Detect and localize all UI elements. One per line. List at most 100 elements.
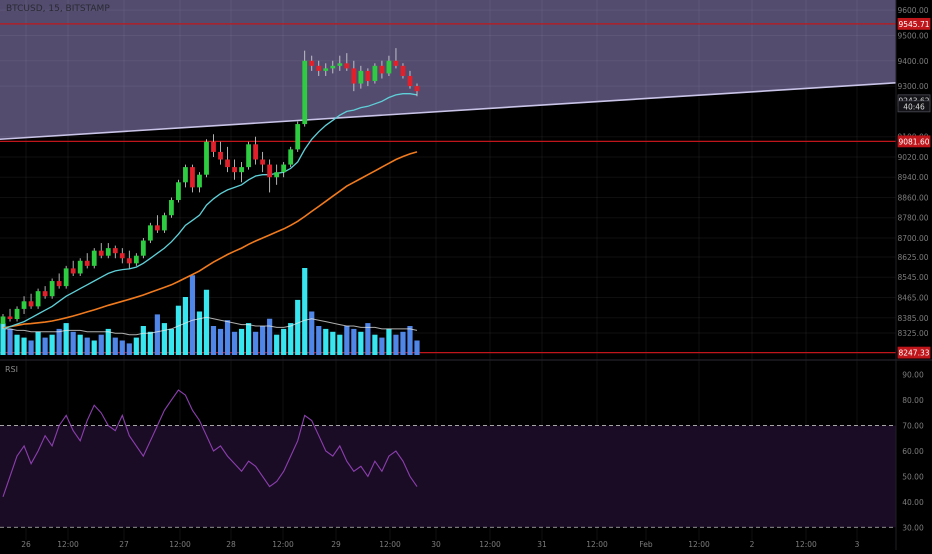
candle-body (119, 253, 125, 259)
price-tick-label: 8700.00 (897, 234, 928, 243)
time-tick-label: 12:00 (379, 540, 401, 549)
price-axis[interactable]: 9600.009500.009400.009300.009100.009020.… (895, 0, 931, 550)
rsi-tick-label: 40.00 (902, 498, 924, 507)
price-label-box[interactable] (897, 346, 931, 359)
price-label-resistance_top: 9545.71 (898, 20, 929, 29)
volume-bar (386, 328, 392, 355)
candle-body (28, 301, 34, 307)
candle-body (351, 68, 357, 84)
candle-body (316, 65, 322, 71)
volume-bar (91, 340, 97, 355)
symbol-header: BTCUSD, 15, BITSTAMP (6, 4, 110, 14)
volume-bar (126, 343, 132, 355)
price-label-support_low: 8247.33 (898, 349, 929, 358)
volume-bar (379, 337, 385, 355)
candle-body (70, 268, 76, 274)
candle-body (77, 260, 83, 274)
price-tick-label: 8625.00 (897, 253, 928, 262)
volume-bar (196, 311, 203, 355)
rsi-tick-label: 70.00 (902, 422, 924, 431)
time-tick-label: 12:00 (479, 540, 501, 549)
trendline[interactable] (0, 81, 897, 141)
rsi-tick-label: 60.00 (902, 447, 924, 456)
candle-body (169, 200, 174, 216)
time-tick-label: 12:00 (57, 540, 79, 549)
candle-body (105, 248, 111, 256)
price-label-box[interactable] (897, 100, 931, 113)
volume-bar (267, 318, 273, 355)
time-tick-label: 29 (331, 540, 341, 549)
volume-bar (7, 328, 13, 355)
resistance-zone (0, 0, 896, 140)
candle-body (154, 225, 160, 231)
candle-body (0, 316, 6, 325)
time-tick-label: 12:00 (688, 540, 710, 549)
volume-bar (35, 331, 41, 355)
volume-bar (70, 331, 76, 355)
candle-body (21, 301, 27, 309)
candle-body (63, 268, 69, 287)
volume-bar (400, 331, 406, 355)
volume-bar (309, 311, 315, 355)
candle-body (372, 65, 378, 82)
candle-body (126, 258, 132, 264)
candle-body (176, 182, 181, 201)
candle-body (35, 291, 41, 307)
time-axis[interactable]: 26 12:00 27 12:00 28 12:00 29 12:00 30 12:00 31 12:… (21, 540, 859, 549)
candle-body (407, 75, 413, 87)
volume-bar (0, 323, 6, 355)
time-tick-label: 2 (750, 540, 755, 549)
candle-body (309, 60, 315, 66)
price-label-box[interactable] (897, 17, 931, 30)
time-tick-label: 3 (855, 540, 860, 549)
candle-body (225, 159, 230, 168)
price-tick-label: 8325.00 (897, 329, 928, 338)
volume-bar (372, 334, 378, 355)
candle-body (386, 60, 392, 74)
price-tick-label: 8780.00 (897, 214, 928, 223)
volume-bar (140, 326, 146, 355)
price-tick-label: 9600.00 (897, 6, 928, 15)
volume-bar (407, 326, 413, 355)
candle-body (49, 281, 55, 297)
candle-body (288, 149, 294, 165)
volume-bar (133, 337, 139, 355)
volume-bar (295, 299, 301, 355)
horizontal-levels[interactable] (0, 23, 897, 354)
time-tick-label: 12:00 (586, 540, 608, 549)
candle-body (133, 255, 139, 264)
volume-bar (203, 289, 210, 355)
volume-bar (414, 340, 420, 355)
volume-bar (330, 331, 336, 355)
rsi-tick-label: 30.00 (902, 523, 924, 532)
price-tick-label: 8385.00 (897, 314, 928, 323)
rsi-tick-label: 50.00 (902, 472, 924, 481)
rsi-tick-label: 90.00 (902, 371, 924, 380)
volume-bar (231, 331, 238, 355)
rsi-pane[interactable]: RSI 90.00 80.00 70.00 60.00 50.00 40.00 30.00 (0, 359, 932, 532)
price-tick-label: 8465.00 (897, 294, 928, 303)
candle-body (197, 174, 202, 188)
volume-bar (358, 331, 364, 355)
volume-bar (238, 328, 245, 355)
price-tick-label: 9500.00 (897, 31, 928, 40)
candle-body (239, 167, 244, 173)
rsi-title: RSI (5, 365, 18, 374)
volume-bar (21, 337, 27, 355)
price-label-box[interactable] (897, 135, 931, 148)
volume-bar (63, 323, 69, 355)
time-tick-label: Feb (639, 540, 653, 549)
candle-body (204, 141, 209, 175)
volume-bar (112, 337, 118, 355)
volume-bar (365, 323, 371, 355)
candle-body (337, 63, 343, 66)
candle-body (232, 167, 237, 173)
volume-bar (119, 340, 125, 355)
time-tick-label: 12:00 (795, 540, 817, 549)
candle-body (98, 250, 104, 256)
rsi-band-fill (0, 425, 896, 528)
volume-bar (323, 328, 329, 355)
volume-bar (14, 334, 20, 355)
